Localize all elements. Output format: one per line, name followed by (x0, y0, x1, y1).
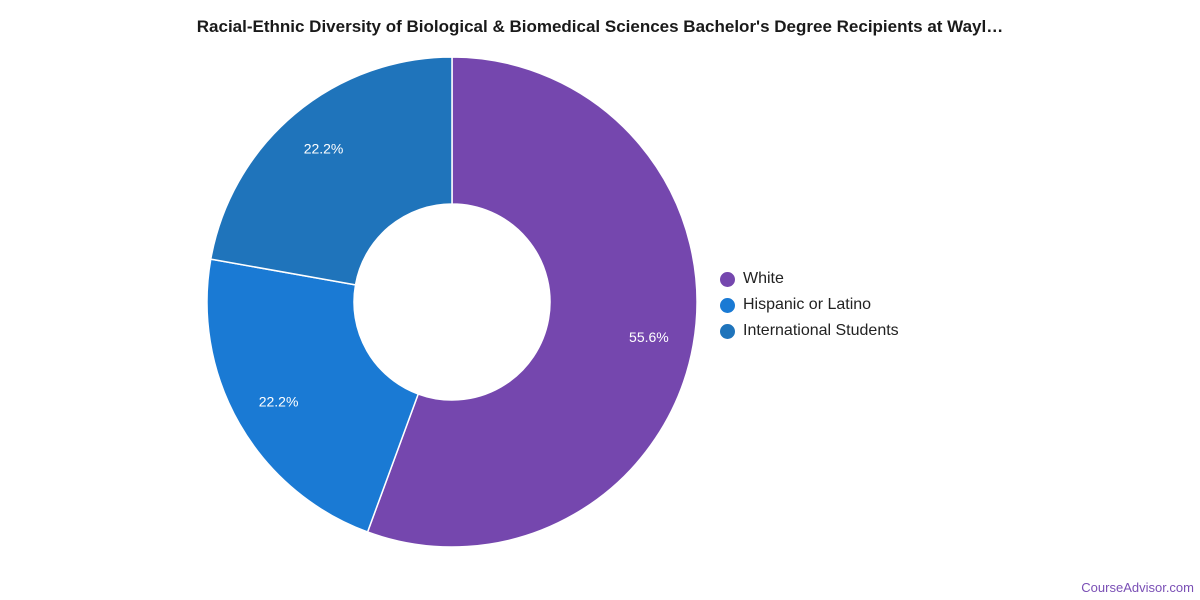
slice-hispanic-or-latino[interactable] (206, 258, 420, 533)
legend-swatch (720, 297, 735, 313)
chart-legend: White Hispanic or Latino International Stu… (720, 266, 899, 344)
source-watermark[interactable]: CourseAdvisor.com (1081, 580, 1194, 595)
legend-label: International Students (743, 322, 899, 339)
legend-item[interactable]: White (720, 266, 899, 292)
slice-data-label: 22.2% (304, 141, 344, 157)
slice-data-label: 22.2% (259, 394, 299, 410)
slice-international-students[interactable] (209, 56, 453, 286)
slice-white[interactable] (366, 56, 698, 548)
legend-item[interactable]: Hispanic or Latino (720, 292, 899, 318)
legend-swatch (720, 323, 735, 339)
slice-data-label: 55.6% (629, 329, 669, 345)
legend-item[interactable]: International Students (720, 318, 899, 344)
legend-label: Hispanic or Latino (743, 296, 872, 313)
chart-title: Racial-Ethnic Diversity of Biological & … (196, 17, 1004, 36)
legend-label: White (743, 270, 784, 287)
legend-swatch (720, 271, 735, 287)
